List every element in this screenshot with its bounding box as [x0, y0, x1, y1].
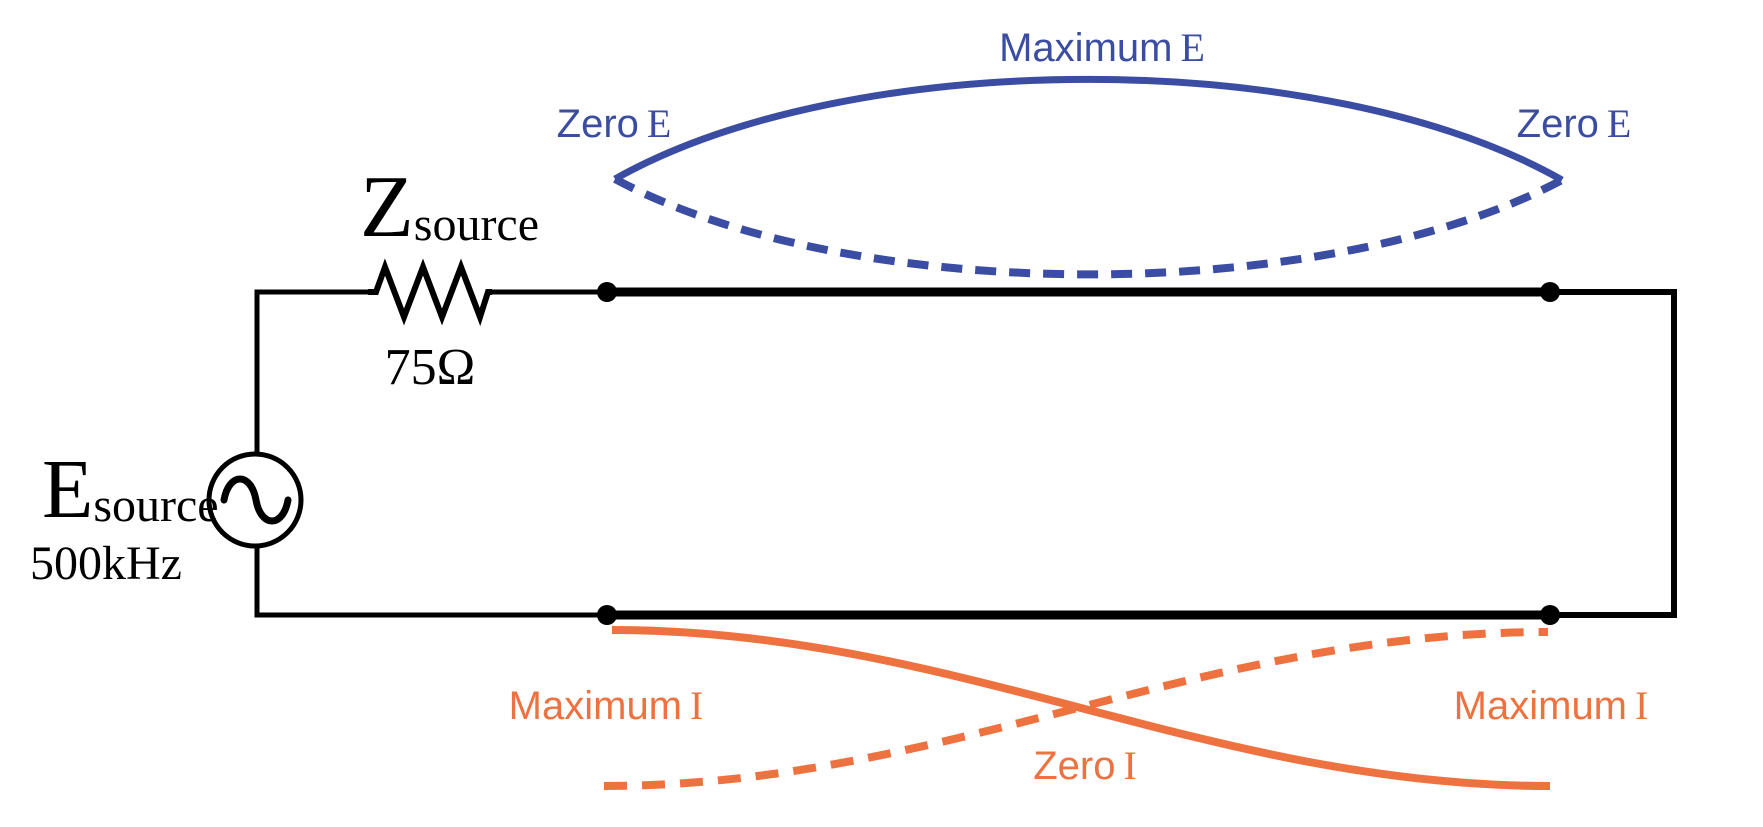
zero-i-symbol: I: [1123, 743, 1137, 788]
wire-bottom-left: [254, 546, 607, 618]
source-frequency: 500kHz: [30, 537, 182, 590]
source-label: Esource: [42, 448, 219, 532]
junction-dot-bottom-right: [1540, 605, 1560, 625]
wire-top-left: [254, 289, 368, 454]
maximum-e-symbol: E: [1180, 25, 1205, 70]
zero-i-label: Zero I: [1033, 743, 1137, 788]
junction-dot-top-right: [1540, 282, 1560, 302]
zero-e-left-word: Zero: [556, 102, 639, 146]
maximum-i-left-label: Maximum I: [508, 683, 704, 728]
maximum-e-word: Maximum: [999, 26, 1173, 70]
resistance-value: 75Ω: [384, 339, 476, 396]
resistor-symbol: [368, 258, 492, 327]
maximum-i-left-symbol: I: [690, 683, 704, 728]
junction-dot-top-left: [597, 282, 617, 302]
wire-shorted-end: [1550, 289, 1677, 618]
current-dashed-curve: [603, 628, 1549, 790]
maximum-i-left-word: Maximum: [508, 684, 683, 728]
zero-e-right-word: Zero: [1516, 102, 1599, 146]
zero-e-right-label: Zero E: [1516, 101, 1632, 146]
zero-e-left-symbol: E: [646, 101, 672, 146]
junction-dot-bottom-left: [597, 605, 617, 625]
voltage-dashed-curve: [613, 175, 1564, 279]
impedance-subscript: source: [413, 197, 540, 251]
voltage-solid-curve: [613, 75, 1564, 184]
maximum-i-right-word: Maximum: [1453, 684, 1628, 728]
maximum-e-label: Maximum E: [999, 25, 1205, 70]
maximum-i-right-label: Maximum I: [1453, 683, 1649, 728]
zero-e-right-symbol: E: [1606, 101, 1632, 146]
maximum-i-right-symbol: I: [1635, 683, 1649, 728]
zero-e-left-label: Zero E: [556, 101, 672, 146]
source-symbol: E: [42, 443, 94, 536]
zero-i-word: Zero: [1033, 744, 1116, 788]
source-subscript: source: [93, 478, 219, 532]
impedance-symbol: Z: [360, 159, 414, 256]
impedance-label: Zsource: [360, 164, 539, 252]
sine-wave-icon: [220, 475, 292, 525]
current-solid-curve: [611, 626, 1551, 790]
